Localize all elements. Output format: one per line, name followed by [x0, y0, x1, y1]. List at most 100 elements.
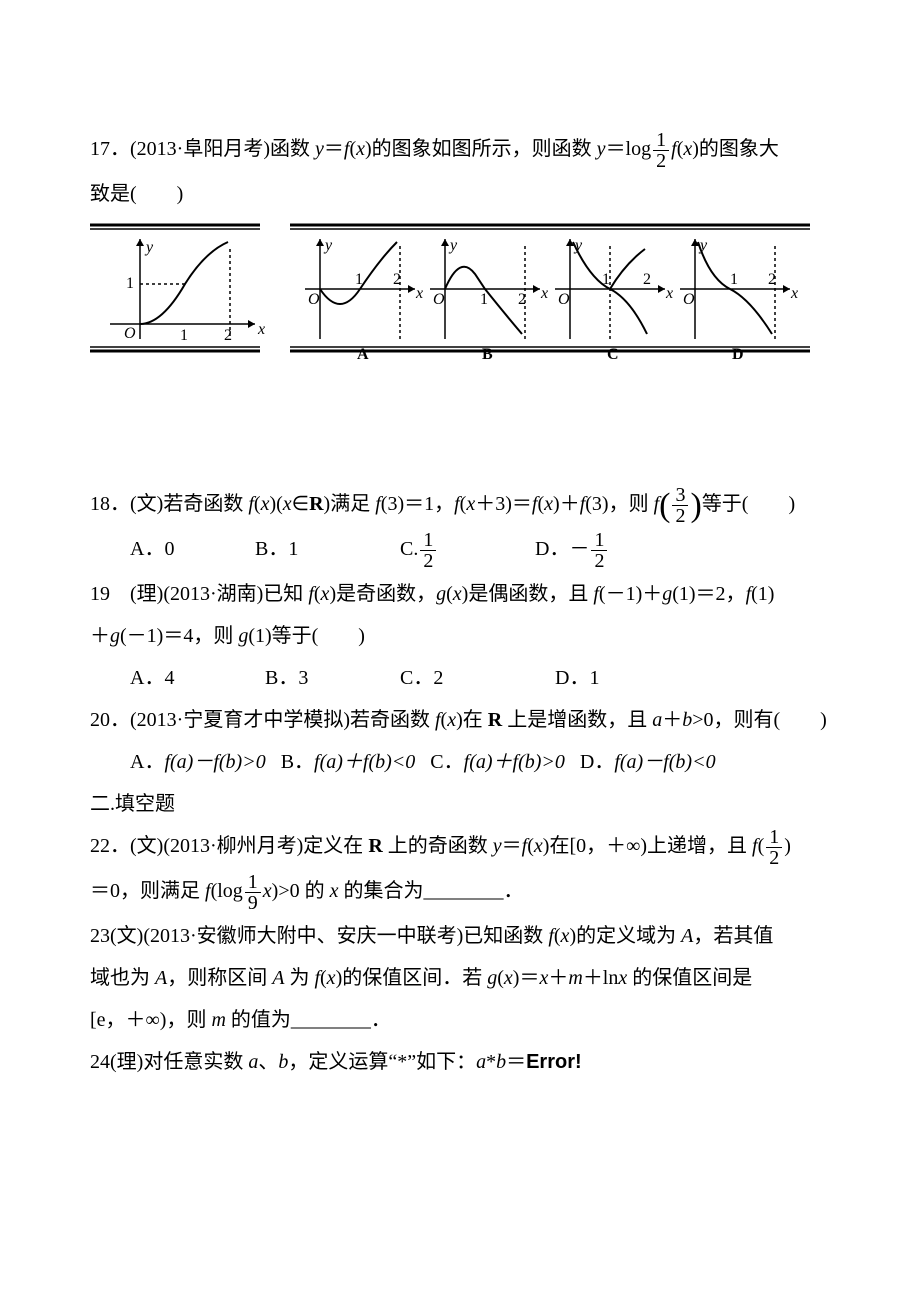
svg-text:2: 2	[768, 271, 776, 288]
t: x	[453, 583, 462, 605]
q18-D: D．－12	[535, 530, 609, 571]
q17-frac-d: 2	[653, 150, 669, 171]
t: )是奇函数，	[329, 583, 436, 605]
t: ＋	[548, 967, 568, 989]
t: 23(文)(2013·安徽师大附中、安庆一中联考)已知函数	[90, 925, 548, 947]
t: R	[488, 709, 502, 731]
q24-line1: 24(理)对任意实数 a、b，定义运算“*”如下：a*b＝Error!	[90, 1043, 830, 1081]
svg-text:O: O	[308, 291, 320, 308]
t: g	[110, 625, 120, 647]
t: (－1)＋	[599, 583, 662, 605]
t: (1)	[751, 583, 774, 605]
q18-bigparen: (	[659, 489, 670, 523]
t: ＋	[662, 709, 682, 731]
q17-frac: 12	[653, 130, 669, 171]
t: g	[487, 967, 497, 989]
t: 22．(文)(2013·柳州月考)定义在	[90, 835, 368, 857]
t: ，则称区间	[167, 967, 272, 989]
t: ＋ln	[583, 967, 619, 989]
q22-line1: 22．(文)(2013·柳州月考)定义在 R 上的奇函数 y＝f(x)在[0，＋…	[90, 827, 830, 868]
t: >0，则有( )	[692, 709, 827, 731]
t: a	[652, 709, 662, 731]
svg-text:O: O	[683, 291, 695, 308]
q19-line2: ＋g(－1)＝4，则 g(1)等于( )	[90, 617, 830, 655]
t: (	[320, 967, 327, 989]
t: ＋	[90, 625, 110, 647]
q18-A: A．0	[130, 530, 250, 568]
q18-bigparen-r: )	[690, 489, 701, 523]
d: 9	[245, 892, 261, 913]
t: x	[466, 493, 475, 515]
t: )	[784, 835, 791, 857]
svg-text:x: x	[415, 285, 423, 302]
t: A	[681, 925, 693, 947]
t: )>0 的	[272, 880, 330, 902]
t: x	[504, 967, 513, 989]
t: (3)＝1，	[381, 493, 454, 515]
q19-options: A．4 B．3 C．2 D．1	[130, 659, 830, 697]
q17-y: y	[315, 138, 324, 160]
t: 上是增函数，且	[502, 709, 652, 731]
t: (1)等于( )	[248, 625, 365, 647]
f: 12	[420, 530, 436, 571]
t: A．	[130, 751, 164, 773]
t: g	[662, 583, 672, 605]
t: g	[436, 583, 446, 605]
svg-text:2: 2	[643, 271, 651, 288]
n: 1	[591, 530, 607, 550]
t: [e，＋∞)，则	[90, 1009, 211, 1031]
t: (3)，则	[585, 493, 653, 515]
t: 的保值区间是	[627, 967, 752, 989]
spacer	[90, 375, 830, 485]
svg-text:C: C	[607, 346, 619, 363]
t: ＋3)＝	[475, 493, 532, 515]
q23-line3: [e，＋∞)，则 m 的值为________．	[90, 1001, 830, 1039]
svg-text:2: 2	[393, 271, 401, 288]
t: m	[211, 1009, 225, 1031]
t: b	[682, 709, 692, 731]
svg-text:B: B	[482, 346, 493, 363]
t: x	[544, 493, 553, 515]
svg-text:y: y	[144, 239, 154, 256]
t: (	[554, 925, 561, 947]
q17-frac-n: 1	[653, 130, 669, 150]
svg-text:A: A	[357, 346, 369, 363]
t: D．	[580, 751, 614, 773]
t: x	[327, 967, 336, 989]
t: (1)＝2，	[672, 583, 745, 605]
q24-error: Error!	[526, 1051, 582, 1073]
t: )在[0，＋∞)上递增，且	[543, 835, 752, 857]
svg-text:1: 1	[126, 275, 134, 292]
q20-line1: 20．(2013·宁夏育才中学模拟)若奇函数 f(x)在 R 上是增函数，且 a…	[90, 701, 830, 739]
t: ＝	[506, 1051, 526, 1073]
q17-mid: )的图象如图所示，则函数	[365, 138, 597, 160]
q17-line2: 致是( )	[90, 175, 830, 213]
svg-text:2: 2	[518, 291, 526, 308]
svg-text:D: D	[732, 346, 744, 363]
t: x	[263, 880, 272, 902]
q18-B: B．1	[255, 530, 395, 568]
t: m	[568, 967, 582, 989]
q17-svg: y x O 1 2 1 y x O 1	[90, 219, 810, 369]
t: 19 (理)(2013·湖南)已知	[90, 583, 308, 605]
svg-text:2: 2	[224, 327, 232, 344]
d: 2	[420, 550, 436, 571]
t: (	[446, 583, 453, 605]
q18-line1: 18．(文)若奇函数 f(x)(x∈R)满足 f(3)＝1，f(x＋3)＝f(x…	[90, 485, 830, 526]
q20-D: f(a)－f(b)<0	[614, 751, 715, 773]
q19-B: B．3	[265, 659, 395, 697]
q22-frac1: 12	[766, 827, 782, 868]
q23-line2: 域也为 A，则称区间 A 为 f(x)的保值区间．若 g(x)＝x＋m＋lnx …	[90, 959, 830, 997]
t: A	[155, 967, 167, 989]
svg-text:x: x	[665, 285, 673, 302]
t: ∈	[292, 493, 309, 515]
section-2-title: 二.填空题	[90, 785, 830, 823]
svg-text:O: O	[433, 291, 445, 308]
t: (log	[211, 880, 243, 902]
q20-C: f(a)＋f(b)>0	[464, 751, 565, 773]
t: b	[496, 1051, 506, 1073]
t: D．－	[535, 530, 589, 568]
t: (	[527, 835, 534, 857]
q22-line2: ＝0，则满足 f(log19x)>0 的 x 的集合为________．	[90, 872, 830, 913]
q22-frac2: 19	[245, 872, 261, 913]
